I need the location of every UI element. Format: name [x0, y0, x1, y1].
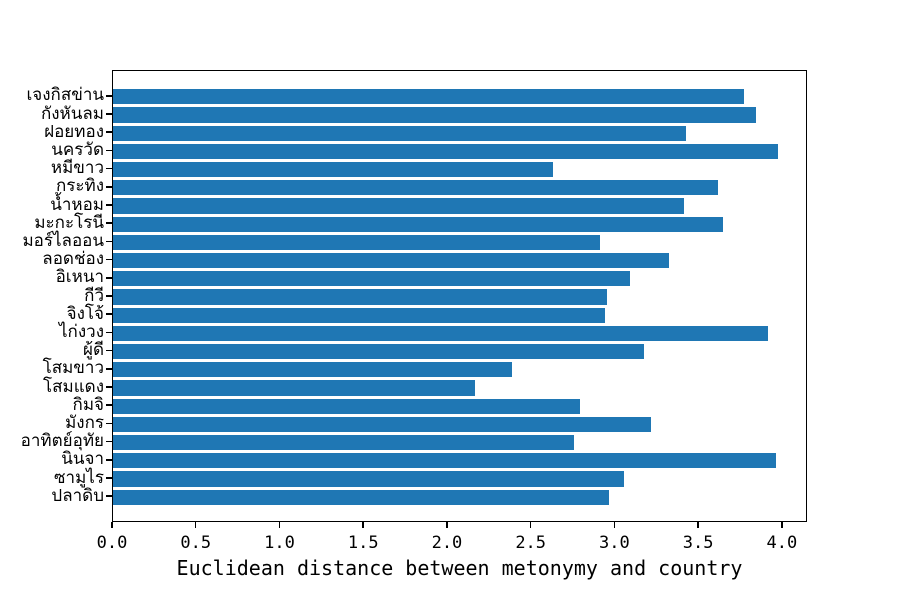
y-axis-label: ลอดช่อง	[42, 249, 104, 270]
x-tick-mark	[613, 522, 616, 528]
y-tick-mark	[106, 277, 112, 279]
bar	[113, 307, 606, 323]
bar	[113, 416, 651, 432]
bar	[113, 344, 644, 360]
y-tick-mark	[106, 331, 112, 334]
y-axis-label: มะกะโรนี	[34, 212, 104, 233]
x-tick-label: 1.0	[264, 533, 295, 553]
y-tick-mark	[106, 295, 112, 297]
bar	[113, 143, 778, 159]
x-tick-mark	[194, 522, 197, 528]
y-tick-mark	[106, 422, 112, 425]
y-tick-mark	[106, 167, 112, 170]
y-tick-mark	[106, 440, 112, 443]
bar	[113, 398, 581, 414]
bar	[113, 180, 718, 196]
y-axis-label: กิมจิ	[72, 394, 104, 415]
bar	[113, 289, 608, 305]
y-tick-mark	[106, 113, 112, 115]
bar	[113, 89, 745, 105]
bar	[113, 380, 475, 396]
x-tick-label: 0.0	[96, 533, 128, 553]
bar	[113, 107, 757, 123]
y-tick-mark	[106, 386, 112, 388]
y-axis-label: โสมขาว	[42, 358, 104, 379]
bar	[113, 489, 609, 505]
bar	[113, 216, 723, 232]
y-axis-label: ไก่งวง	[59, 321, 104, 342]
y-tick-mark	[106, 149, 112, 152]
y-tick-mark	[106, 222, 112, 224]
x-tick-mark	[781, 522, 783, 528]
y-tick-mark	[106, 368, 112, 370]
y-tick-mark	[106, 404, 112, 406]
y-axis-label: หมีขาว	[50, 158, 104, 179]
y-axis-label: มอร์ไลออน	[22, 230, 104, 251]
bar	[113, 435, 574, 451]
y-axis-label: ซามูไร	[54, 467, 104, 488]
x-tick-label: 2.5	[515, 533, 547, 553]
y-tick-mark	[106, 313, 112, 315]
x-tick-label: 2.0	[431, 533, 463, 553]
x-tick-label: 3.5	[682, 533, 714, 553]
x-axis-title: Euclidean distance between metonymy and …	[176, 556, 743, 580]
y-axis-label: อาทิตย์อุทัย	[20, 431, 104, 452]
y-axis-label: น้ำหอม	[50, 194, 104, 215]
bar	[113, 162, 554, 178]
x-tick-label: 1.5	[347, 533, 379, 553]
y-axis-label: ฝอยทอง	[44, 121, 104, 142]
y-axis-label: มังกร	[65, 412, 104, 433]
y-axis-label: เจงกิสข่าน	[26, 85, 104, 106]
y-tick-mark	[106, 477, 112, 479]
y-axis-label: ปลาดิบ	[51, 485, 104, 506]
y-axis-label: อิเหนา	[55, 267, 104, 288]
y-axis-label: นินจา	[61, 449, 104, 470]
y-tick-mark	[106, 349, 112, 352]
bar	[113, 234, 601, 250]
bar	[113, 271, 631, 287]
bar	[113, 253, 669, 269]
y-tick-mark	[106, 459, 112, 461]
y-tick-mark	[106, 95, 112, 97]
bar	[113, 125, 686, 141]
x-tick-mark	[446, 522, 448, 528]
y-tick-mark	[106, 186, 112, 188]
y-tick-mark	[106, 258, 112, 261]
y-axis-label: กีวี	[84, 285, 104, 306]
x-tick-mark	[697, 522, 699, 528]
y-axis-label: โสมแดง	[42, 376, 104, 397]
y-axis-label: ผู้ดี	[82, 340, 104, 361]
y-tick-mark	[106, 204, 112, 206]
x-tick-label: 4.0	[766, 533, 798, 553]
y-axis-label: กระทิง	[55, 176, 104, 197]
x-tick-label: 3.0	[599, 533, 630, 553]
plot-area	[112, 70, 807, 522]
x-tick-label: 0.5	[180, 533, 212, 553]
bar	[113, 362, 512, 378]
x-tick-mark	[111, 522, 113, 528]
y-axis-label: นครวัด	[51, 139, 104, 160]
bar	[113, 453, 777, 469]
bar	[113, 471, 624, 487]
x-tick-mark	[278, 522, 281, 528]
y-axis-label: จิงโจ้	[66, 303, 104, 324]
x-tick-mark	[529, 522, 532, 528]
x-tick-mark	[362, 522, 364, 528]
bar	[113, 198, 685, 214]
y-tick-mark	[106, 131, 112, 133]
y-tick-mark	[106, 495, 112, 497]
bar	[113, 325, 768, 341]
y-axis-label: กังหันลม	[40, 103, 104, 124]
y-tick-mark	[106, 240, 112, 243]
